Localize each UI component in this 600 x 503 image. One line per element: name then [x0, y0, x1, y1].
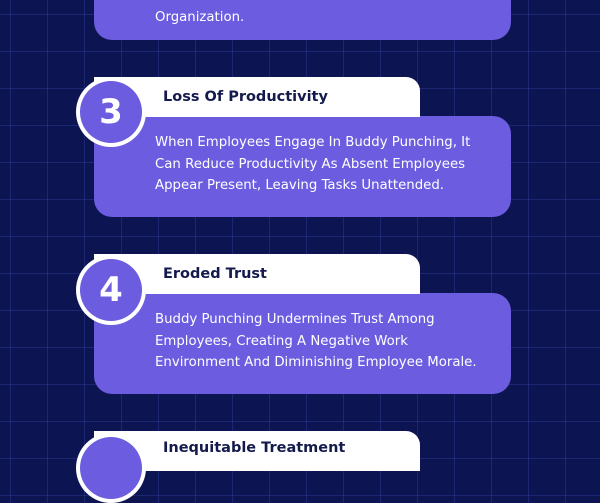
item-4-text-line: Employees, Creating A Negative Work: [155, 333, 408, 349]
item-4-title: Eroded Trust: [94, 254, 420, 294]
item-2-body-card: Organization.: [94, 0, 511, 40]
item-4-body-card: Buddy Punching Undermines Trust Among Em…: [94, 293, 511, 394]
item-3-title: Loss Of Productivity: [94, 77, 420, 117]
item-2-text-line: Organization.: [155, 9, 245, 25]
item-4-number-badge: 4: [76, 255, 146, 325]
item-5-number-badge: [76, 433, 146, 503]
item-3-text-line: Can Reduce Productivity As Absent Employ…: [155, 156, 466, 172]
item-5-number: [80, 437, 142, 499]
item-3-text-line: When Employees Engage In Buddy Punching,…: [155, 135, 471, 150]
item-3-number: 3: [80, 81, 142, 143]
item-4-number: 4: [80, 259, 142, 321]
item-4-text-line: Environment And Diminishing Employee Mor…: [155, 355, 477, 370]
item-3-number-badge: 3: [76, 77, 146, 147]
item-4-text-line: Buddy Punching Undermines Trust Among: [155, 312, 435, 327]
item-3-text-line: Appear Present, Leaving Tasks Unattended…: [155, 178, 444, 193]
item-3-body-card: When Employees Engage In Buddy Punching,…: [94, 116, 511, 217]
